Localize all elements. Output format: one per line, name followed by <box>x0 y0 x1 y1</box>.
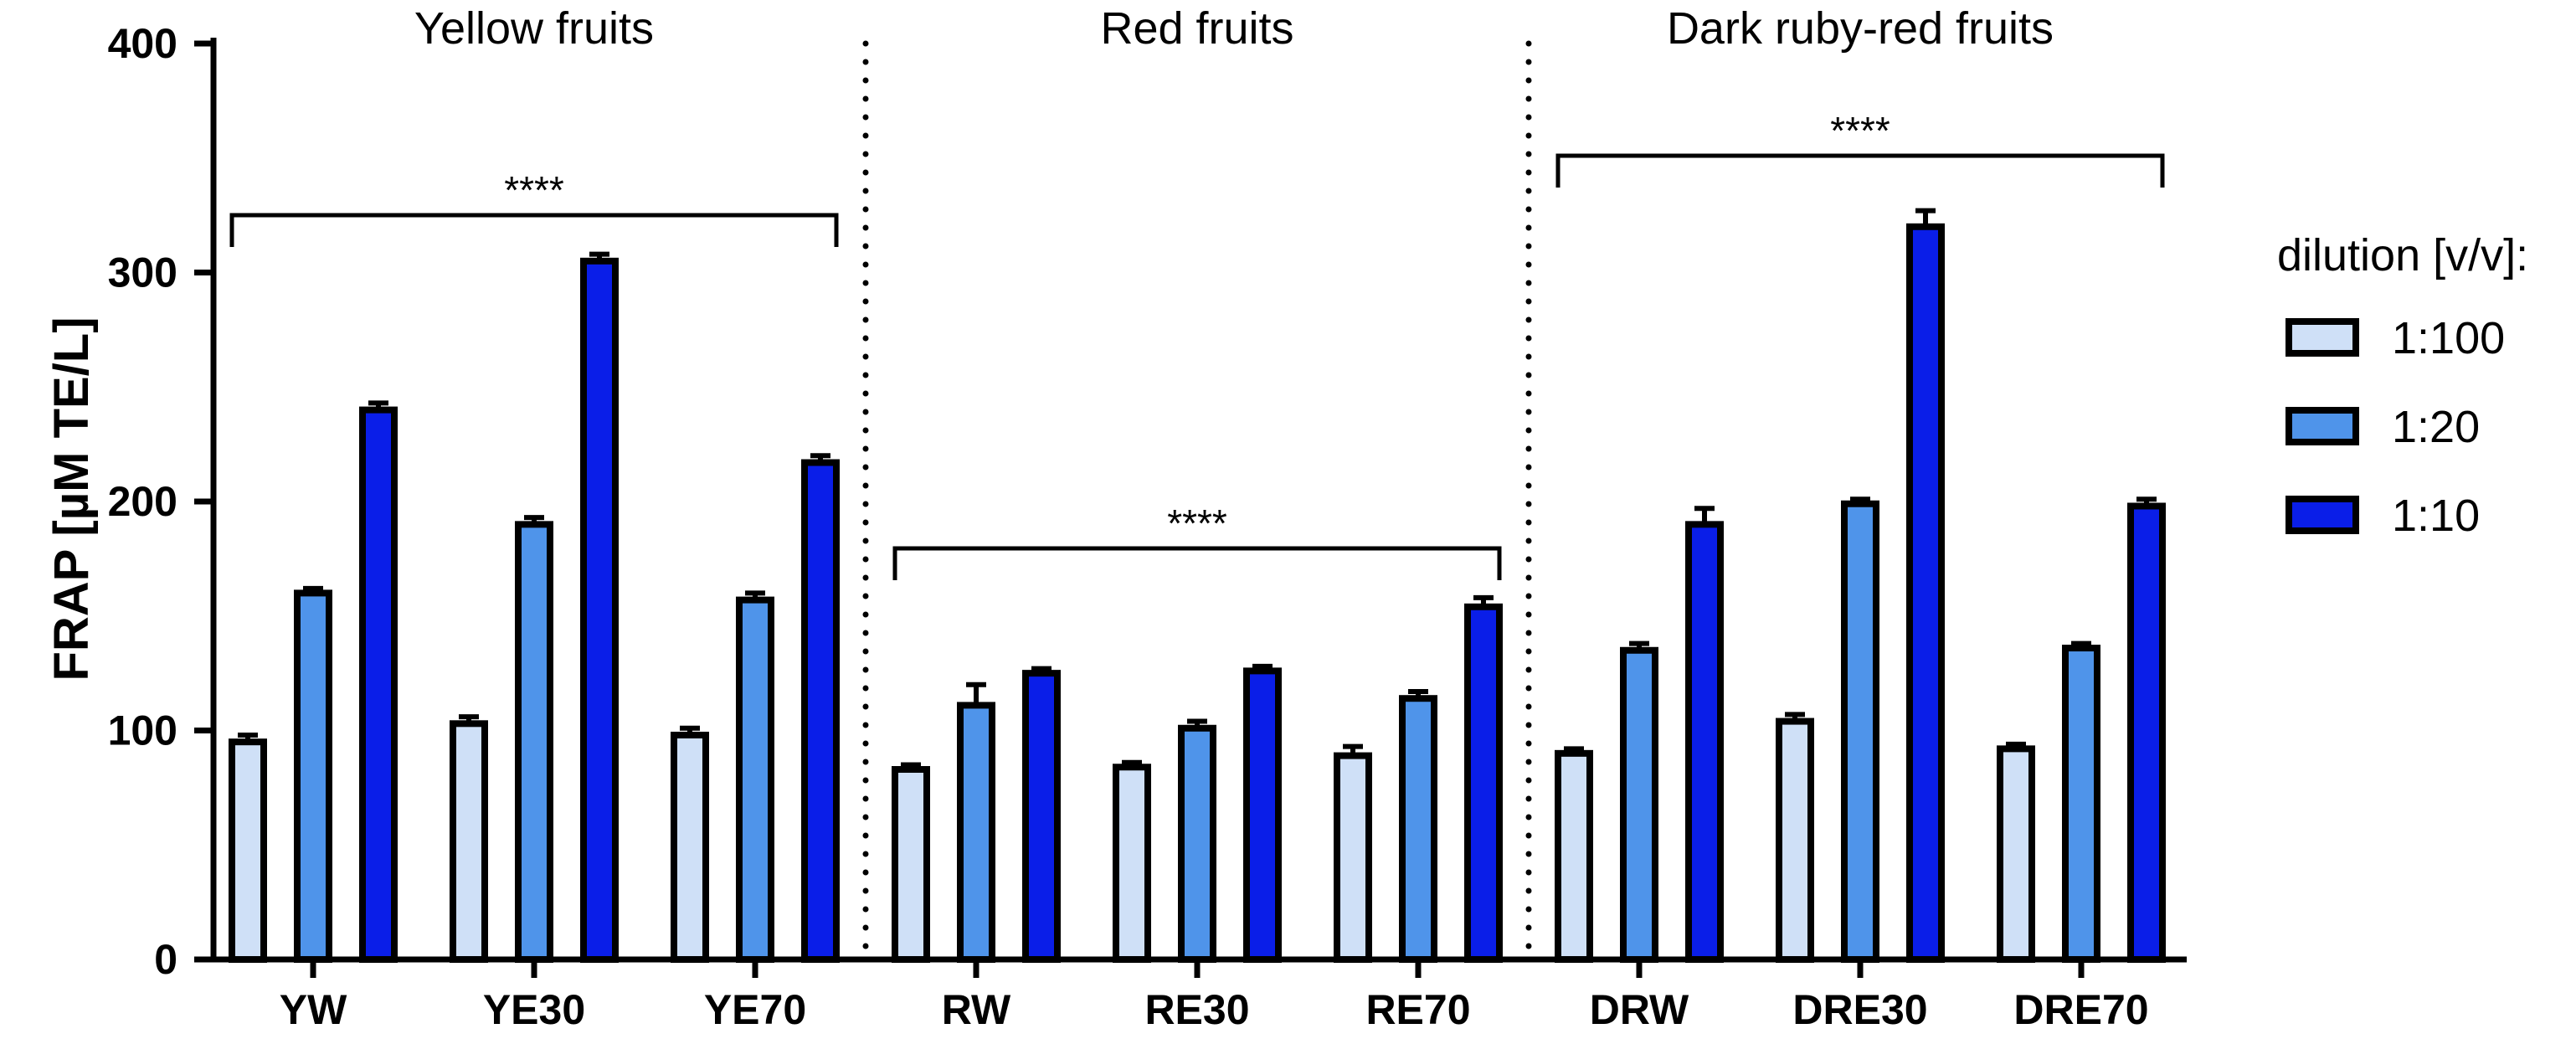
legend-label: 1:100 <box>2392 313 2505 363</box>
bar-RW-1:10 <box>1022 670 1061 963</box>
bar-YE30-1:10 <box>580 257 619 963</box>
bar-DRE70-1:20 <box>2062 645 2100 963</box>
x-tick-label: DRW <box>1590 986 1689 1033</box>
y-tick-label: 0 <box>154 936 177 983</box>
significance-bracket <box>1555 153 2165 188</box>
bar-DRW-1:10 <box>1685 521 1724 963</box>
significance-brackets: **** **** **** <box>229 109 2165 580</box>
bar-DRE30-1:100 <box>1776 718 1814 963</box>
significance-bracket <box>229 213 839 247</box>
significance-bracket <box>892 546 1502 580</box>
bars <box>229 208 2166 964</box>
bar-YE70-1:100 <box>671 731 709 963</box>
group-titles: Yellow fruits Red fruits Dark ruby-red fru… <box>414 3 2054 54</box>
bar-YE70-1:10 <box>801 459 840 963</box>
significance-label: **** <box>504 168 564 212</box>
legend-title: dilution [v/v]: <box>2277 230 2528 280</box>
y-tick-label: 100 <box>108 707 177 754</box>
group-title: Red fruits <box>1100 3 1293 54</box>
x-ticks: YW YE30 YE70 RW RE30 RE70 DRW DRE30 DRE70 <box>280 959 2149 1033</box>
legend-items: 1:100 1:20 1:10 <box>2285 313 2505 541</box>
bar-DRE70-1:10 <box>2127 502 2166 963</box>
x-tick-label: RE70 <box>1365 986 1470 1033</box>
bar-RE30-1:20 <box>1178 724 1216 963</box>
bar-RE70-1:10 <box>1464 603 1503 963</box>
bar-RW-1:100 <box>892 765 930 963</box>
bar-DRW-1:20 <box>1620 646 1658 964</box>
legend-swatch-1:100 <box>2285 318 2359 357</box>
y-tick-label: 200 <box>108 478 177 525</box>
bar-YE30-1:100 <box>450 720 488 963</box>
bar-YE30-1:20 <box>515 521 553 963</box>
bar-RE70-1:100 <box>1334 752 1372 964</box>
x-tick-label: YE30 <box>483 986 585 1033</box>
bar-YW-1:10 <box>359 406 398 964</box>
y-ticks: 0 100 200 300 400 <box>108 20 213 983</box>
bar-RE30-1:10 <box>1243 667 1282 963</box>
x-tick-label: RE30 <box>1144 986 1249 1033</box>
y-axis-label: FRAP [µM TE/L] <box>44 316 99 681</box>
bar-DRE30-1:20 <box>1841 500 1879 963</box>
bar-YE70-1:20 <box>736 596 774 963</box>
group-title: Dark ruby-red fruits <box>1667 3 2054 54</box>
bar-YW-1:20 <box>294 589 332 964</box>
bar-RE30-1:100 <box>1113 764 1151 964</box>
y-tick-label: 300 <box>108 249 177 296</box>
bar-DRE70-1:100 <box>1997 745 2035 963</box>
x-tick-label: DRE70 <box>2013 986 2148 1033</box>
legend-label: 1:20 <box>2392 402 2480 452</box>
group-title: Yellow fruits <box>414 3 654 54</box>
legend-label: 1:10 <box>2392 491 2480 541</box>
bar-DRW-1:100 <box>1555 749 1593 963</box>
bar-RE70-1:20 <box>1399 695 1437 964</box>
bar-DRE30-1:10 <box>1906 223 1945 963</box>
legend: dilution [v/v]: 1:100 1:20 1:10 <box>2277 230 2528 541</box>
x-tick-label: YE70 <box>704 986 806 1033</box>
bar-YW-1:100 <box>229 738 267 963</box>
legend-swatch-1:20 <box>2285 407 2359 445</box>
significance-label: **** <box>1830 109 1890 152</box>
x-tick-label: DRE30 <box>1792 986 1927 1033</box>
x-tick-label: RW <box>942 986 1011 1033</box>
x-tick-label: YW <box>280 986 347 1033</box>
bar-RW-1:20 <box>957 702 995 963</box>
legend-swatch-1:10 <box>2285 496 2359 534</box>
significance-label: **** <box>1167 501 1227 545</box>
y-tick-label: 400 <box>108 20 177 67</box>
